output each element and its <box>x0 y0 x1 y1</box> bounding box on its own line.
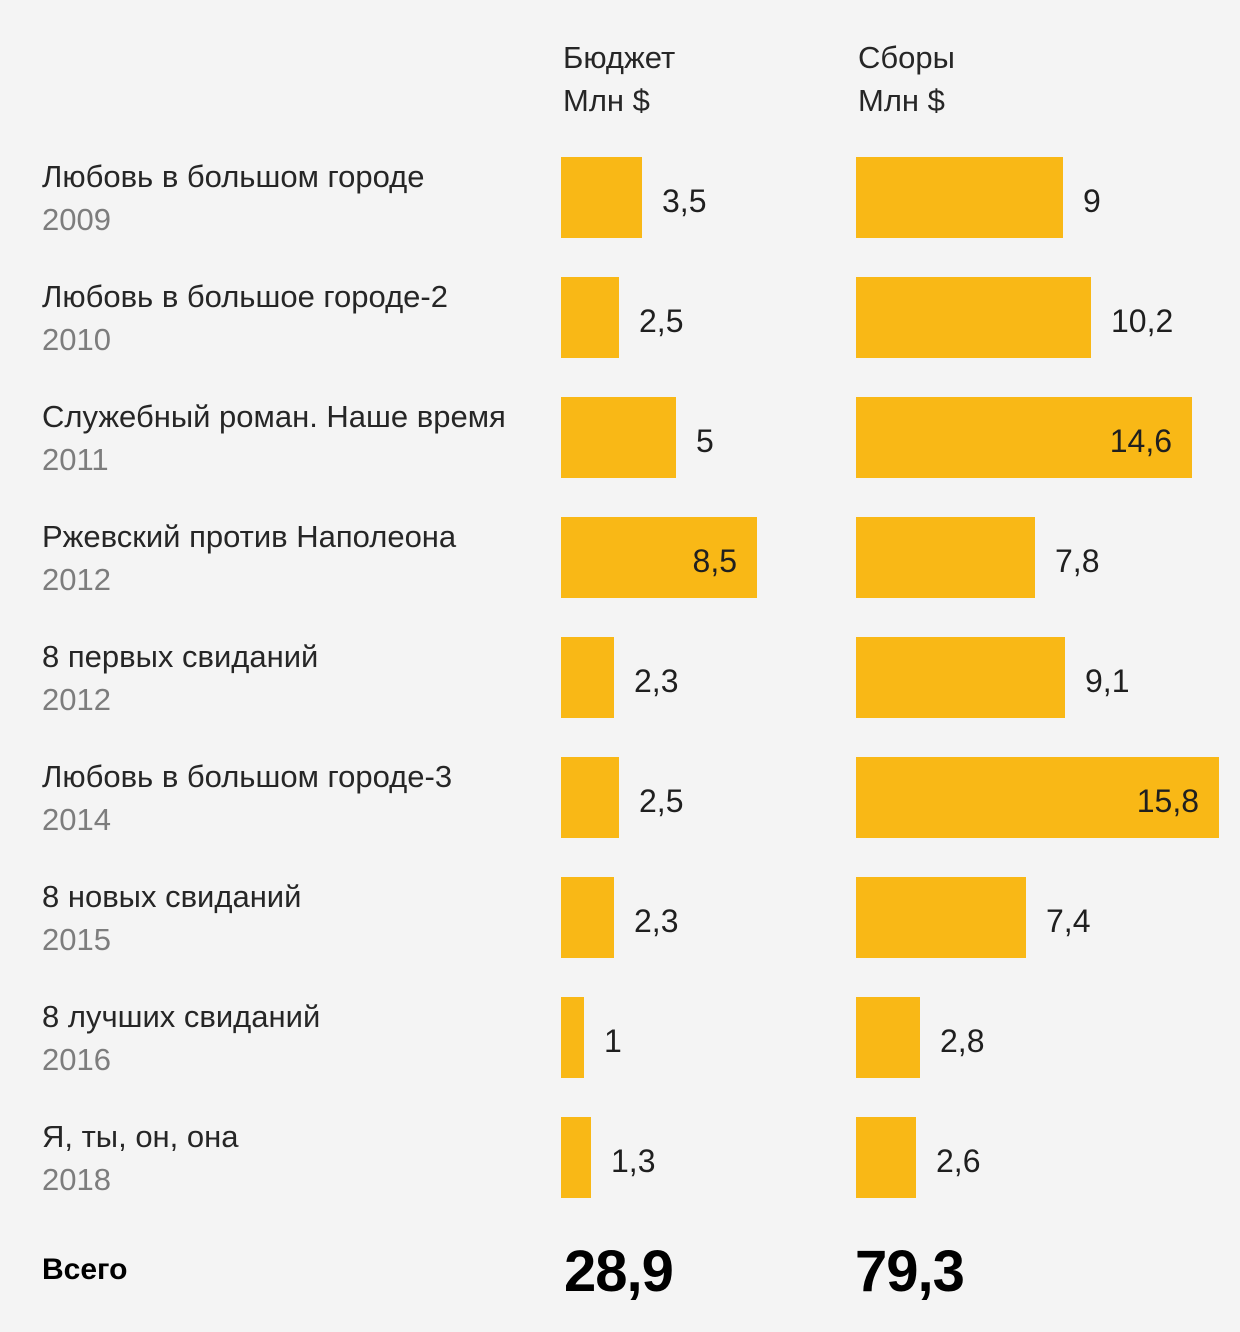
gross-value-label: 9 <box>1083 183 1101 219</box>
movie-year: 2015 <box>42 921 111 957</box>
budget-column-title: Бюджет <box>563 40 676 75</box>
budget-value-label: 8,5 <box>692 543 737 579</box>
budget-column-header: Бюджет Млн $ <box>563 36 675 122</box>
gross-value-label: 9,1 <box>1085 663 1130 699</box>
budget-value-label: 5 <box>696 423 714 459</box>
movie-label: Любовь в большом городе 2009 <box>42 155 425 240</box>
movie-title: Любовь в большом городе-3 <box>42 758 453 794</box>
movie-year: 2012 <box>42 561 111 597</box>
movie-row: 8 лучших свиданий 2016 1 2,8 <box>0 997 1240 1117</box>
movie-row: Любовь в большое городе-2 2010 2,5 10,2 <box>0 277 1240 397</box>
gross-bar <box>856 157 1063 238</box>
budget-value-label: 2,5 <box>639 303 684 339</box>
gross-bar <box>856 757 1219 838</box>
gross-column-header: Сборы Млн $ <box>858 36 955 122</box>
gross-value-label: 15,8 <box>1136 783 1199 819</box>
gross-value-label: 10,2 <box>1111 303 1174 339</box>
budget-bar <box>561 637 614 718</box>
budget-bar <box>561 1117 591 1198</box>
movie-year: 2011 <box>42 441 109 477</box>
budget-value-label: 3,5 <box>662 183 707 219</box>
gross-value-label: 2,6 <box>936 1143 981 1179</box>
total-row: Всего 28,9 79,3 <box>0 1237 1240 1332</box>
gross-bar <box>856 997 920 1078</box>
budget-value-label: 2,5 <box>639 783 684 819</box>
budget-bar <box>561 277 619 358</box>
movie-year: 2014 <box>42 801 111 837</box>
gross-value-label: 7,4 <box>1046 903 1091 939</box>
movie-row: 8 первых свиданий 2012 2,3 9,1 <box>0 637 1240 757</box>
movie-year: 2018 <box>42 1161 111 1197</box>
movie-row: Любовь в большом городе-3 2014 2,5 15,8 <box>0 757 1240 877</box>
gross-bar <box>856 1117 916 1198</box>
gross-bar <box>856 517 1035 598</box>
gross-bar <box>856 277 1091 358</box>
movie-title: Я, ты, он, она <box>42 1118 239 1154</box>
movie-row: Служебный роман. Наше время 2011 5 14,6 <box>0 397 1240 517</box>
movie-label: 8 первых свиданий 2012 <box>42 635 318 720</box>
gross-column-unit: Млн $ <box>858 83 945 118</box>
gross-value-label: 7,8 <box>1055 543 1100 579</box>
gross-bar <box>856 397 1192 478</box>
movie-year: 2010 <box>42 321 111 357</box>
budget-bar <box>561 877 614 958</box>
movie-year: 2016 <box>42 1041 111 1077</box>
movie-title: 8 новых свиданий <box>42 878 302 914</box>
chart-rows: Любовь в большом городе 2009 3,5 9 Любов… <box>0 157 1240 1237</box>
budget-value-label: 2,3 <box>634 663 679 699</box>
budget-bar <box>561 157 642 238</box>
gross-value-label: 14,6 <box>1109 423 1172 459</box>
movie-year: 2012 <box>42 681 111 717</box>
total-budget-value: 28,9 <box>564 1239 674 1304</box>
total-label: Всего <box>42 1253 128 1286</box>
movie-row: 8 новых свиданий 2015 2,3 7,4 <box>0 877 1240 997</box>
budget-value-label: 2,3 <box>634 903 679 939</box>
gross-column-title: Сборы <box>858 40 955 75</box>
budget-value-label: 1 <box>604 1023 622 1059</box>
movie-row: Я, ты, он, она 2018 1,3 2,6 <box>0 1117 1240 1237</box>
movie-row: Ржевский против Наполеона 2012 8,5 7,8 <box>0 517 1240 637</box>
budget-bar <box>561 397 676 478</box>
movie-label: Я, ты, он, она 2018 <box>42 1115 239 1200</box>
movie-title: 8 первых свиданий <box>42 638 319 674</box>
movie-label: Ржевский против Наполеона 2012 <box>42 515 456 600</box>
gross-value-label: 2,8 <box>940 1023 985 1059</box>
movie-title: Ржевский против Наполеона <box>42 518 457 554</box>
movie-label: 8 новых свиданий 2015 <box>42 875 301 960</box>
movie-label: Любовь в большом городе-3 2014 <box>42 755 452 840</box>
budget-column-unit: Млн $ <box>563 83 650 118</box>
movie-title: Служебный роман. Наше время <box>42 398 506 434</box>
movie-title: 8 лучших свиданий <box>42 998 321 1034</box>
budget-bar <box>561 997 584 1078</box>
movie-label: Любовь в большое городе-2 2010 <box>42 275 448 360</box>
movie-label: 8 лучших свиданий 2016 <box>42 995 320 1080</box>
budget-bar <box>561 757 619 838</box>
movie-label: Служебный роман. Наше время 2011 <box>42 395 506 480</box>
movie-year: 2009 <box>42 201 111 237</box>
gross-bar <box>856 877 1026 958</box>
movie-title: Любовь в большое городе-2 <box>42 278 448 314</box>
budget-bar <box>561 517 757 598</box>
total-gross-value: 79,3 <box>855 1239 965 1304</box>
budget-value-label: 1,3 <box>611 1143 656 1179</box>
movie-row: Любовь в большом городе 2009 3,5 9 <box>0 157 1240 277</box>
movie-title: Любовь в большом городе <box>42 158 425 194</box>
gross-bar <box>856 637 1065 718</box>
